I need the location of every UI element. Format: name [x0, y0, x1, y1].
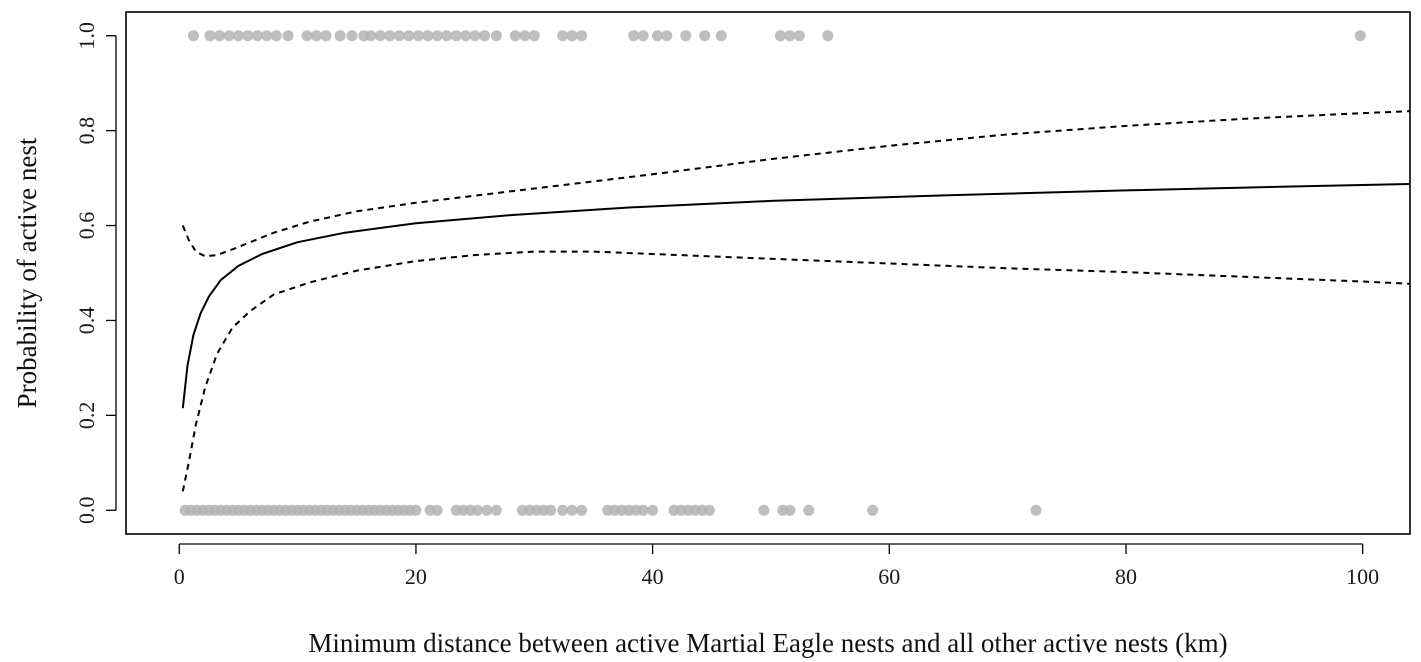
y-tick-label: 0.2 — [74, 402, 99, 430]
data-point — [703, 504, 715, 516]
data-point — [242, 30, 254, 42]
data-point — [519, 30, 531, 42]
data-point — [715, 30, 727, 42]
data-point — [661, 30, 673, 42]
data-point — [628, 30, 640, 42]
data-point — [346, 30, 358, 42]
data-point — [566, 30, 578, 42]
data-point — [441, 30, 453, 42]
data-point — [469, 30, 481, 42]
fitted-line — [181, 183, 1410, 409]
y-axis: 0.0 0.2 0.4 0.6 0.8 1.0 — [74, 22, 117, 524]
data-point — [460, 30, 472, 42]
data-point — [647, 504, 659, 516]
data-point — [784, 504, 796, 516]
data-point — [784, 30, 796, 42]
data-point — [479, 30, 491, 42]
y-tick-label: 1.0 — [74, 22, 99, 50]
data-point — [699, 30, 711, 42]
data-point — [545, 504, 557, 516]
data-point — [261, 30, 273, 42]
data-point — [637, 504, 649, 516]
y-tick-label: 0.6 — [74, 212, 99, 240]
data-point — [311, 30, 322, 42]
data-point — [384, 30, 396, 42]
data-point — [450, 30, 462, 42]
data-point — [270, 30, 282, 42]
data-point — [472, 504, 483, 516]
data-point — [223, 30, 235, 42]
data-point — [282, 30, 294, 42]
data-point — [1030, 504, 1042, 516]
confidence-band-line — [181, 250, 1410, 492]
data-point — [557, 30, 569, 42]
data-point — [214, 30, 225, 42]
data-point — [490, 504, 502, 516]
data-point — [528, 30, 540, 42]
data-point — [403, 30, 415, 42]
data-point — [374, 30, 386, 42]
data-point — [232, 30, 244, 42]
data-point — [867, 504, 879, 516]
data-point — [431, 30, 443, 42]
x-tick-label: 80 — [1115, 564, 1137, 589]
fit-lines — [181, 110, 1410, 492]
data-point — [576, 504, 588, 516]
data-point — [410, 504, 422, 516]
data-point — [204, 30, 216, 42]
data-point — [412, 30, 424, 42]
data-point — [680, 30, 692, 42]
data-point — [334, 30, 346, 42]
data-point — [320, 30, 332, 42]
data-point — [557, 504, 569, 516]
data-point — [637, 30, 649, 42]
plot-frame — [125, 11, 1411, 535]
data-point — [758, 504, 770, 516]
x-tick-label: 20 — [405, 564, 427, 589]
data-point — [481, 504, 493, 516]
data-point — [509, 30, 521, 42]
data-point — [566, 504, 578, 516]
data-point — [490, 30, 502, 42]
data-point — [301, 30, 313, 42]
data-point — [251, 30, 263, 42]
x-tick-label: 40 — [642, 564, 664, 589]
data-points — [179, 30, 1366, 516]
y-tick-label: 0.4 — [74, 307, 99, 335]
x-tick-label: 100 — [1346, 564, 1379, 589]
data-point — [793, 30, 805, 42]
y-tick-label: 0.8 — [74, 117, 99, 145]
x-axis: 0 20 40 60 80 100 — [174, 543, 1379, 589]
data-point — [393, 30, 405, 42]
data-point — [651, 30, 663, 42]
x-tick-label: 60 — [878, 564, 900, 589]
data-point — [431, 504, 443, 516]
y-tick-label: 0.0 — [74, 497, 99, 524]
data-point — [188, 30, 199, 42]
data-point — [365, 30, 377, 42]
data-point — [576, 30, 588, 42]
data-point — [822, 30, 834, 42]
data-point — [774, 30, 786, 42]
x-axis-title: Minimum distance between active Martial … — [308, 628, 1227, 658]
data-point — [803, 504, 815, 516]
x-tick-label: 0 — [174, 564, 185, 589]
y-axis-title: Probability of active nest — [12, 137, 42, 408]
data-point — [1354, 30, 1366, 42]
data-point — [422, 30, 434, 42]
